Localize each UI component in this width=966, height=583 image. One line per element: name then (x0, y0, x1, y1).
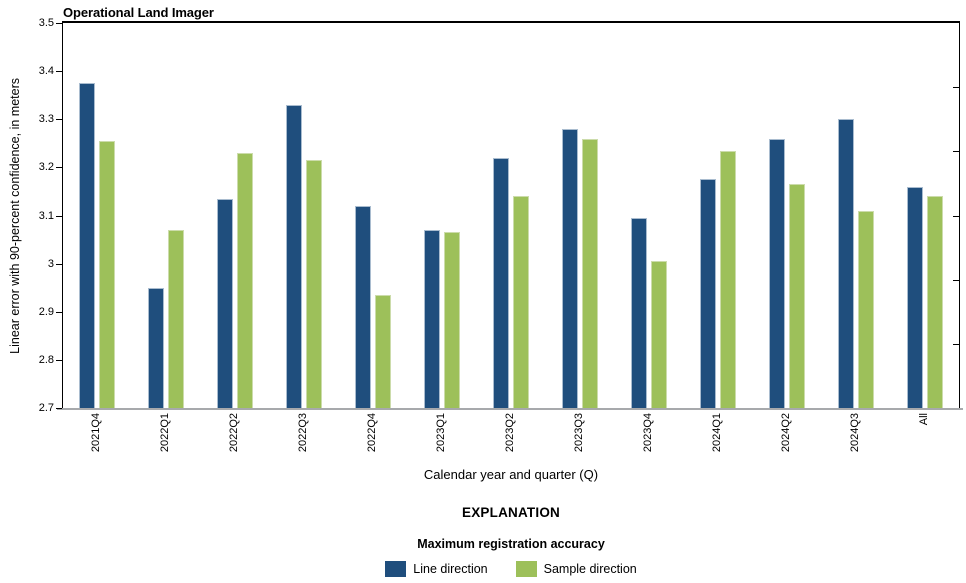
legend-swatch-icon (385, 561, 407, 577)
y-tick-label: 2.9 (38, 305, 54, 318)
bar-sample-direction-2022q4 (375, 294, 392, 408)
legend-swatch-icon (515, 561, 537, 577)
y-tick-label: 3.3 (38, 113, 54, 126)
x-tick-label-all: All (917, 413, 930, 426)
right-axis-tick (953, 343, 959, 345)
y-tick-2.9 (56, 311, 62, 313)
bar-line-direction-2022q3 (286, 104, 303, 408)
x-axis-line (57, 408, 963, 410)
x-tick-label-2024q2: 2024Q2 (779, 413, 792, 453)
bar-sample-direction-2022q2 (237, 152, 254, 408)
right-axis-tick (953, 151, 959, 153)
plot-frame-top (62, 21, 960, 23)
bar-sample-direction-2022q1 (168, 229, 185, 408)
x-tick-label-2023q4: 2023Q4 (641, 413, 654, 453)
bar-sample-direction-2023q2 (513, 196, 529, 408)
y-tick-3.2 (56, 167, 62, 169)
bar-line-direction-2021q4 (79, 83, 96, 408)
bar-sample-direction-2024q1 (719, 150, 736, 408)
y-axis-title: Linear error with 90-percent confidence,… (8, 77, 22, 354)
x-tick-label-2023q2: 2023Q2 (504, 413, 516, 453)
y-tick-2.8 (56, 359, 62, 361)
bar-line-direction-all (906, 186, 923, 408)
y-tick-label: 3.5 (38, 17, 54, 29)
x-axis-title: Calendar year and quarter (Q) (423, 467, 599, 482)
x-tick-label-2023q3: 2023Q3 (572, 413, 585, 453)
legend-label: Sample direction (543, 562, 637, 576)
bar-line-direction-2023q2 (493, 157, 509, 408)
y-tick-3.4 (56, 71, 62, 73)
right-axis-line (959, 21, 960, 408)
y-tick-label: 3.2 (38, 161, 54, 174)
y-tick-3.3 (56, 119, 62, 121)
y-tick-label: 3 (47, 257, 54, 270)
y-tick-label: 2.7 (38, 402, 54, 414)
y-tick-label: 2.8 (38, 353, 54, 366)
bar-sample-direction-2024q2 (788, 184, 805, 408)
x-tick-label-2022q2: 2022Q2 (228, 413, 241, 453)
bar-sample-direction-2023q1 (444, 232, 461, 408)
right-axis-tick (953, 87, 959, 89)
y-tick-3.5 (56, 23, 62, 24)
bar-line-direction-2023q3 (561, 128, 578, 408)
plot-area (63, 23, 959, 408)
y-tick-2.7 (56, 408, 62, 409)
x-tick-label-2023q1: 2023Q1 (435, 413, 448, 453)
bar-sample-direction-2024q3 (857, 210, 874, 408)
bar-sample-direction-2021q4 (99, 140, 116, 408)
bar-line-direction-2022q1 (148, 287, 165, 408)
legend-subheading: Maximum registration accuracy (417, 537, 605, 551)
x-tick-label-2021q4: 2021Q4 (90, 413, 103, 453)
bar-line-direction-2023q4 (630, 217, 647, 408)
legend-label: Line direction (413, 562, 488, 576)
bar-line-direction-2023q1 (424, 229, 441, 408)
bar-line-direction-2024q3 (837, 119, 854, 408)
y-tick-label: 3.4 (38, 65, 54, 78)
y-tick-label: 3.1 (38, 209, 54, 222)
legend: Line direction Sample direction (63, 560, 959, 578)
explanation-heading: EXPLANATION (462, 505, 560, 520)
y-tick-3 (56, 263, 62, 265)
legend-item-sample-direction: Sample direction (515, 561, 637, 577)
x-tick-label-2024q3: 2024Q3 (848, 413, 861, 453)
bar-line-direction-2022q4 (355, 205, 372, 408)
y-axis-line (62, 21, 63, 408)
bar-sample-direction-all (926, 196, 943, 408)
right-axis-tick (953, 279, 959, 281)
bar-line-direction-2022q2 (217, 198, 234, 408)
bar-line-direction-2024q2 (768, 138, 785, 408)
y-tick-3.1 (56, 215, 62, 217)
bar-sample-direction-2022q3 (306, 160, 323, 408)
right-axis-tick (953, 215, 959, 217)
x-tick-label-2022q3: 2022Q3 (297, 413, 310, 453)
chart-title: Operational Land Imager (63, 5, 214, 20)
x-tick-label-2022q1: 2022Q1 (159, 413, 172, 453)
bar-line-direction-2024q1 (699, 179, 716, 408)
y-axis-title-wrap: Linear error with 90-percent confidence,… (6, 23, 24, 408)
bar-sample-direction-2023q3 (581, 138, 598, 408)
x-tick-label-2022q4: 2022Q4 (366, 413, 379, 453)
x-tick-label-2024q1: 2024Q1 (710, 413, 723, 453)
bar-sample-direction-2023q4 (650, 261, 667, 408)
legend-item-line-direction: Line direction (385, 561, 488, 577)
